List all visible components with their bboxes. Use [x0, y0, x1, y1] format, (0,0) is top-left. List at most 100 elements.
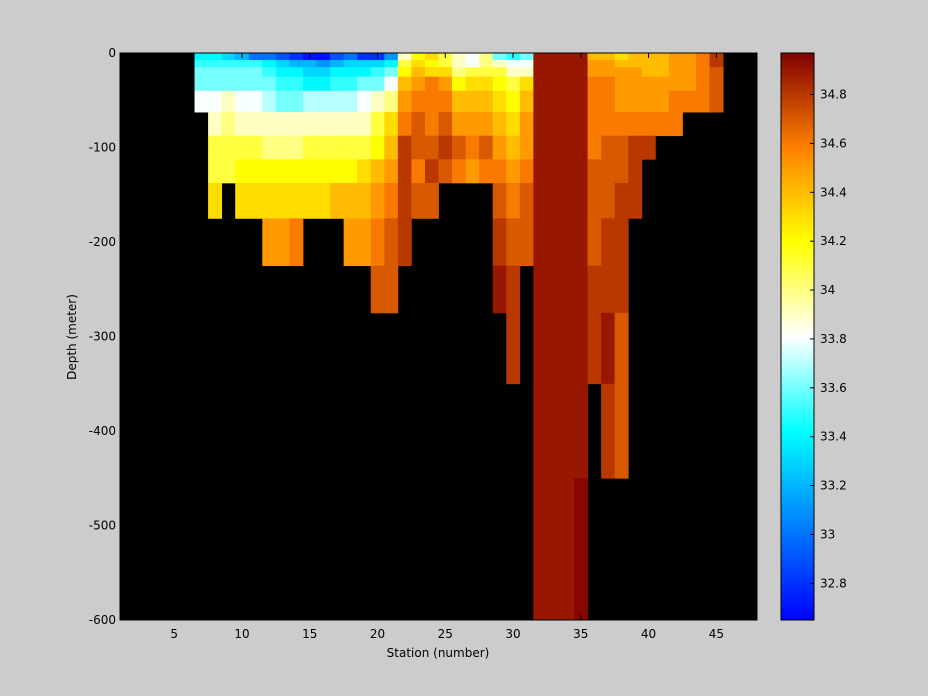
heatmap-cell [221, 60, 236, 68]
x-axis-ticks: 5 10 15 20 25 30 35 40 45 [170, 53, 724, 641]
heatmap-cell [221, 67, 236, 78]
heatmap-cell [452, 112, 466, 137]
heatmap-cell [506, 312, 521, 385]
heatmap-cell [384, 112, 399, 137]
heatmap-cell [574, 159, 588, 184]
heatmap-cell [587, 67, 602, 78]
heatmap-cell [560, 135, 575, 160]
heatmap-cell [221, 135, 236, 160]
heatmap-cell [357, 182, 372, 219]
heatmap-cell [709, 76, 724, 92]
colorbar-tick-label: 34.8 [820, 88, 847, 102]
heatmap-cell [438, 60, 453, 68]
heatmap-cell [655, 90, 670, 113]
heatmap-cell [696, 67, 710, 78]
heatmap-cell [601, 60, 616, 68]
heatmap-cell [275, 135, 290, 160]
heatmap-cell [316, 112, 331, 137]
heatmap-cell [438, 135, 453, 160]
x-tick-label: 40 [641, 627, 656, 641]
heatmap-cell [452, 76, 466, 92]
heatmap-cell [465, 112, 480, 137]
heatmap-cell [533, 90, 548, 113]
heatmap-cell [574, 383, 588, 479]
heatmap-cell [424, 60, 439, 68]
heatmap-cell [601, 112, 616, 137]
heatmap-cell [465, 67, 480, 78]
heatmap-cell [357, 60, 372, 68]
heatmap-cell [194, 67, 209, 78]
heatmap-cell [302, 135, 317, 160]
heatmap-cell [316, 90, 331, 113]
heatmap-cell [533, 478, 548, 574]
heatmap-cell [262, 182, 277, 219]
x-tick-label: 45 [709, 627, 724, 641]
heatmap-cell [533, 112, 548, 137]
colorbar-tick-label: 33.6 [820, 381, 847, 395]
heatmap-cell [384, 135, 399, 160]
heatmap-cell [668, 60, 683, 68]
heatmap-cell [533, 182, 548, 219]
heatmap-cell [655, 112, 670, 137]
heatmap-cell [262, 112, 277, 137]
heatmap-cell [248, 135, 263, 160]
heatmap-cell [343, 76, 358, 92]
heatmap-cell [601, 159, 616, 184]
heatmap-cell [546, 312, 561, 385]
heatmap-cell [614, 135, 629, 160]
heatmap-cell [343, 60, 358, 68]
heatmap-cell [302, 182, 317, 219]
heatmap-cell [289, 76, 304, 92]
heatmap-cell [546, 76, 561, 92]
heatmap-cell [221, 159, 236, 184]
heatmap-cell [248, 112, 263, 137]
heatmap-cell [506, 265, 521, 314]
heatmap-cell [628, 76, 643, 92]
heatmap-cell [533, 383, 548, 479]
heatmap-cell [587, 112, 602, 137]
heatmap-cell [343, 182, 358, 219]
y-tick-label: -300 [89, 330, 116, 344]
heatmap-cell [492, 76, 507, 92]
y-tick-label: -200 [89, 235, 116, 249]
heatmap-cell [397, 76, 412, 92]
colorbar-tick-label: 33.2 [820, 479, 847, 493]
heatmap-cell [628, 67, 643, 78]
heatmap-cell [370, 76, 385, 92]
heatmap-cell [628, 159, 643, 184]
heatmap-cell [248, 53, 263, 61]
heatmap-cell [655, 76, 670, 92]
heatmap-cell [682, 90, 697, 113]
heatmap-cell [235, 90, 250, 113]
heatmap-cell [221, 53, 236, 61]
heatmap-cell [546, 383, 561, 479]
heatmap-cell [357, 53, 372, 61]
heatmap-cell [587, 76, 602, 92]
heatmap-cell [628, 112, 643, 137]
heatmap-cell [574, 135, 588, 160]
heatmap-cell [696, 60, 710, 68]
heatmap-cell [492, 53, 507, 61]
heatmap-cell [262, 218, 277, 267]
heatmap-cell [221, 90, 236, 113]
x-tick-label: 5 [170, 627, 178, 641]
heatmap-cell [465, 159, 480, 184]
heatmap-cell [424, 76, 439, 92]
heatmap-cell [289, 159, 304, 184]
heatmap-cell [533, 218, 548, 267]
heatmap-cell [614, 53, 629, 61]
heatmap-cell [316, 182, 331, 219]
heatmap-cell [384, 182, 399, 219]
heatmap-cell [411, 159, 426, 184]
heatmap-cell [574, 312, 588, 385]
heatmap-cell [208, 60, 223, 68]
heatmap-cell [546, 265, 561, 314]
heatmap-cell [424, 135, 439, 160]
heatmap-cell [546, 112, 561, 137]
heatmap-cell [574, 478, 588, 574]
heatmap-cell [262, 67, 277, 78]
heatmap-cell [628, 90, 643, 113]
heatmap-cell [560, 478, 575, 574]
heatmap-cell [601, 76, 616, 92]
heatmap-cell [641, 67, 656, 78]
